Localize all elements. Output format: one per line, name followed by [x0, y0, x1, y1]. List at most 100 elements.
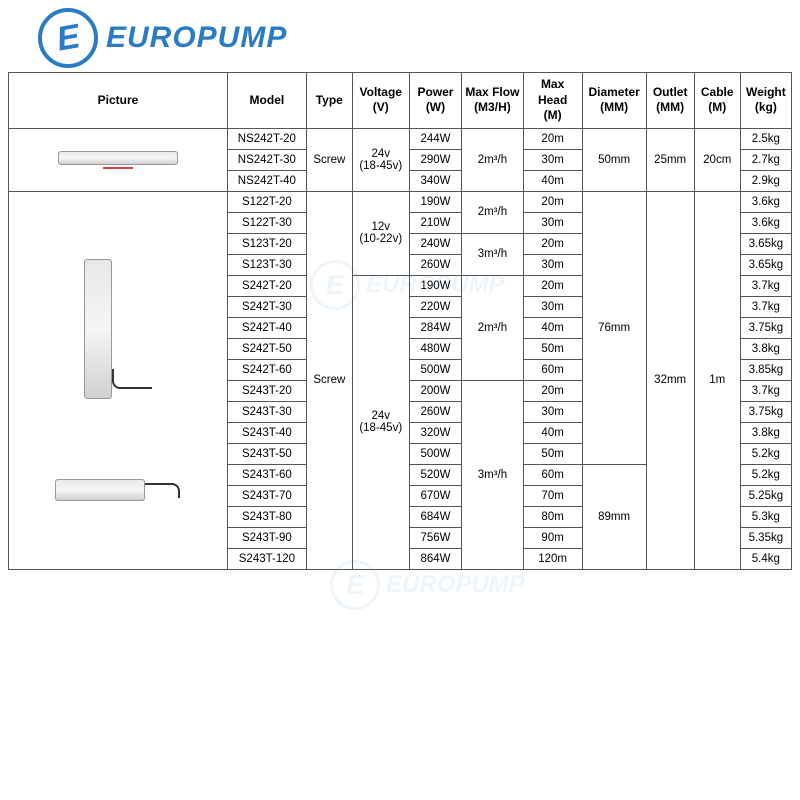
maxhead-cell: 20m	[523, 275, 582, 296]
voltage-cell: 12v (10-22v)	[352, 191, 409, 275]
model-cell: S243T-70	[227, 485, 306, 506]
col-cable: Cable (M)	[694, 73, 740, 129]
maxhead-cell: 70m	[523, 485, 582, 506]
weight-cell: 3.75kg	[740, 317, 791, 338]
voltage-cell: 24v (18-45v)	[352, 128, 409, 191]
maxflow-cell: 2m³/h	[462, 275, 523, 380]
power-cell: 756W	[409, 527, 462, 548]
picture-cell	[9, 191, 228, 569]
power-cell: 284W	[409, 317, 462, 338]
diameter-cell: 76mm	[582, 191, 646, 464]
model-cell: S242T-40	[227, 317, 306, 338]
model-cell: NS242T-40	[227, 170, 306, 191]
model-cell: NS242T-20	[227, 128, 306, 149]
model-cell: S243T-120	[227, 548, 306, 569]
logo-icon: E	[38, 8, 98, 68]
maxhead-cell: 50m	[523, 338, 582, 359]
weight-cell: 5.2kg	[740, 443, 791, 464]
weight-cell: 3.85kg	[740, 359, 791, 380]
maxhead-cell: 80m	[523, 506, 582, 527]
diameter-cell: 89mm	[582, 464, 646, 569]
weight-cell: 2.7kg	[740, 149, 791, 170]
power-cell: 320W	[409, 422, 462, 443]
brand-text: EUROPUMP	[106, 21, 287, 55]
model-cell: S243T-90	[227, 527, 306, 548]
power-cell: 500W	[409, 443, 462, 464]
outlet-cell: 32mm	[646, 191, 694, 569]
weight-cell: 2.5kg	[740, 128, 791, 149]
model-cell: S243T-20	[227, 380, 306, 401]
power-cell: 290W	[409, 149, 462, 170]
weight-cell: 3.7kg	[740, 296, 791, 317]
power-cell: 200W	[409, 380, 462, 401]
col-type: Type	[306, 73, 352, 129]
maxflow-cell: 2m³/h	[462, 191, 523, 233]
model-cell: S243T-80	[227, 506, 306, 527]
col-picture: Picture	[9, 73, 228, 129]
cable-cell: 1m	[694, 191, 740, 569]
weight-cell: 5.3kg	[740, 506, 791, 527]
col-power: Power (W)	[409, 73, 462, 129]
maxhead-cell: 20m	[523, 128, 582, 149]
maxhead-cell: 20m	[523, 191, 582, 212]
outlet-cell: 25mm	[646, 128, 694, 191]
pump-image-1	[12, 151, 224, 169]
weight-cell: 3.6kg	[740, 212, 791, 233]
maxflow-cell: 3m³/h	[462, 233, 523, 275]
cable-cell: 20cm	[694, 128, 740, 191]
col-maxhead: Max Head (M)	[523, 73, 582, 129]
power-cell: 190W	[409, 191, 462, 212]
logo-area: E EUROPUMP	[8, 8, 792, 68]
power-cell: 220W	[409, 296, 462, 317]
maxhead-cell: 20m	[523, 380, 582, 401]
model-cell: S122T-20	[227, 191, 306, 212]
power-cell: 520W	[409, 464, 462, 485]
weight-cell: 5.4kg	[740, 548, 791, 569]
model-cell: S242T-50	[227, 338, 306, 359]
power-cell: 260W	[409, 401, 462, 422]
power-cell: 190W	[409, 275, 462, 296]
maxhead-cell: 30m	[523, 212, 582, 233]
type-cell: Screw	[306, 191, 352, 569]
table-row: S122T-20Screw12v (10-22v)190W2m³/h20m76m…	[9, 191, 792, 212]
weight-cell: 2.9kg	[740, 170, 791, 191]
maxhead-cell: 40m	[523, 317, 582, 338]
model-cell: S242T-30	[227, 296, 306, 317]
voltage-cell: 24v (18-45v)	[352, 275, 409, 569]
power-cell: 864W	[409, 548, 462, 569]
power-cell: 670W	[409, 485, 462, 506]
maxhead-cell: 30m	[523, 296, 582, 317]
weight-cell: 3.7kg	[740, 380, 791, 401]
model-cell: S122T-30	[227, 212, 306, 233]
weight-cell: 5.2kg	[740, 464, 791, 485]
diameter-cell: 50mm	[582, 128, 646, 191]
power-cell: 260W	[409, 254, 462, 275]
maxhead-cell: 90m	[523, 527, 582, 548]
maxhead-cell: 40m	[523, 170, 582, 191]
model-cell: S123T-30	[227, 254, 306, 275]
col-model: Model	[227, 73, 306, 129]
weight-cell: 5.25kg	[740, 485, 791, 506]
maxhead-cell: 60m	[523, 464, 582, 485]
table-row: NS242T-20Screw24v (18-45v)244W2m³/h20m50…	[9, 128, 792, 149]
maxhead-cell: 40m	[523, 422, 582, 443]
maxhead-cell: 60m	[523, 359, 582, 380]
model-cell: S242T-20	[227, 275, 306, 296]
maxhead-cell: 30m	[523, 254, 582, 275]
weight-cell: 3.7kg	[740, 275, 791, 296]
weight-cell: 3.75kg	[740, 401, 791, 422]
spec-table: Picture Model Type Voltage (V) Power (W)…	[8, 72, 792, 570]
pump-image-2	[84, 259, 152, 399]
weight-cell: 3.65kg	[740, 233, 791, 254]
col-diameter: Diameter (MM)	[582, 73, 646, 129]
weight-cell: 3.8kg	[740, 338, 791, 359]
weight-cell: 3.6kg	[740, 191, 791, 212]
maxhead-cell: 50m	[523, 443, 582, 464]
model-cell: S243T-50	[227, 443, 306, 464]
type-cell: Screw	[306, 128, 352, 191]
power-cell: 684W	[409, 506, 462, 527]
power-cell: 244W	[409, 128, 462, 149]
weight-cell: 3.65kg	[740, 254, 791, 275]
power-cell: 210W	[409, 212, 462, 233]
maxhead-cell: 30m	[523, 149, 582, 170]
